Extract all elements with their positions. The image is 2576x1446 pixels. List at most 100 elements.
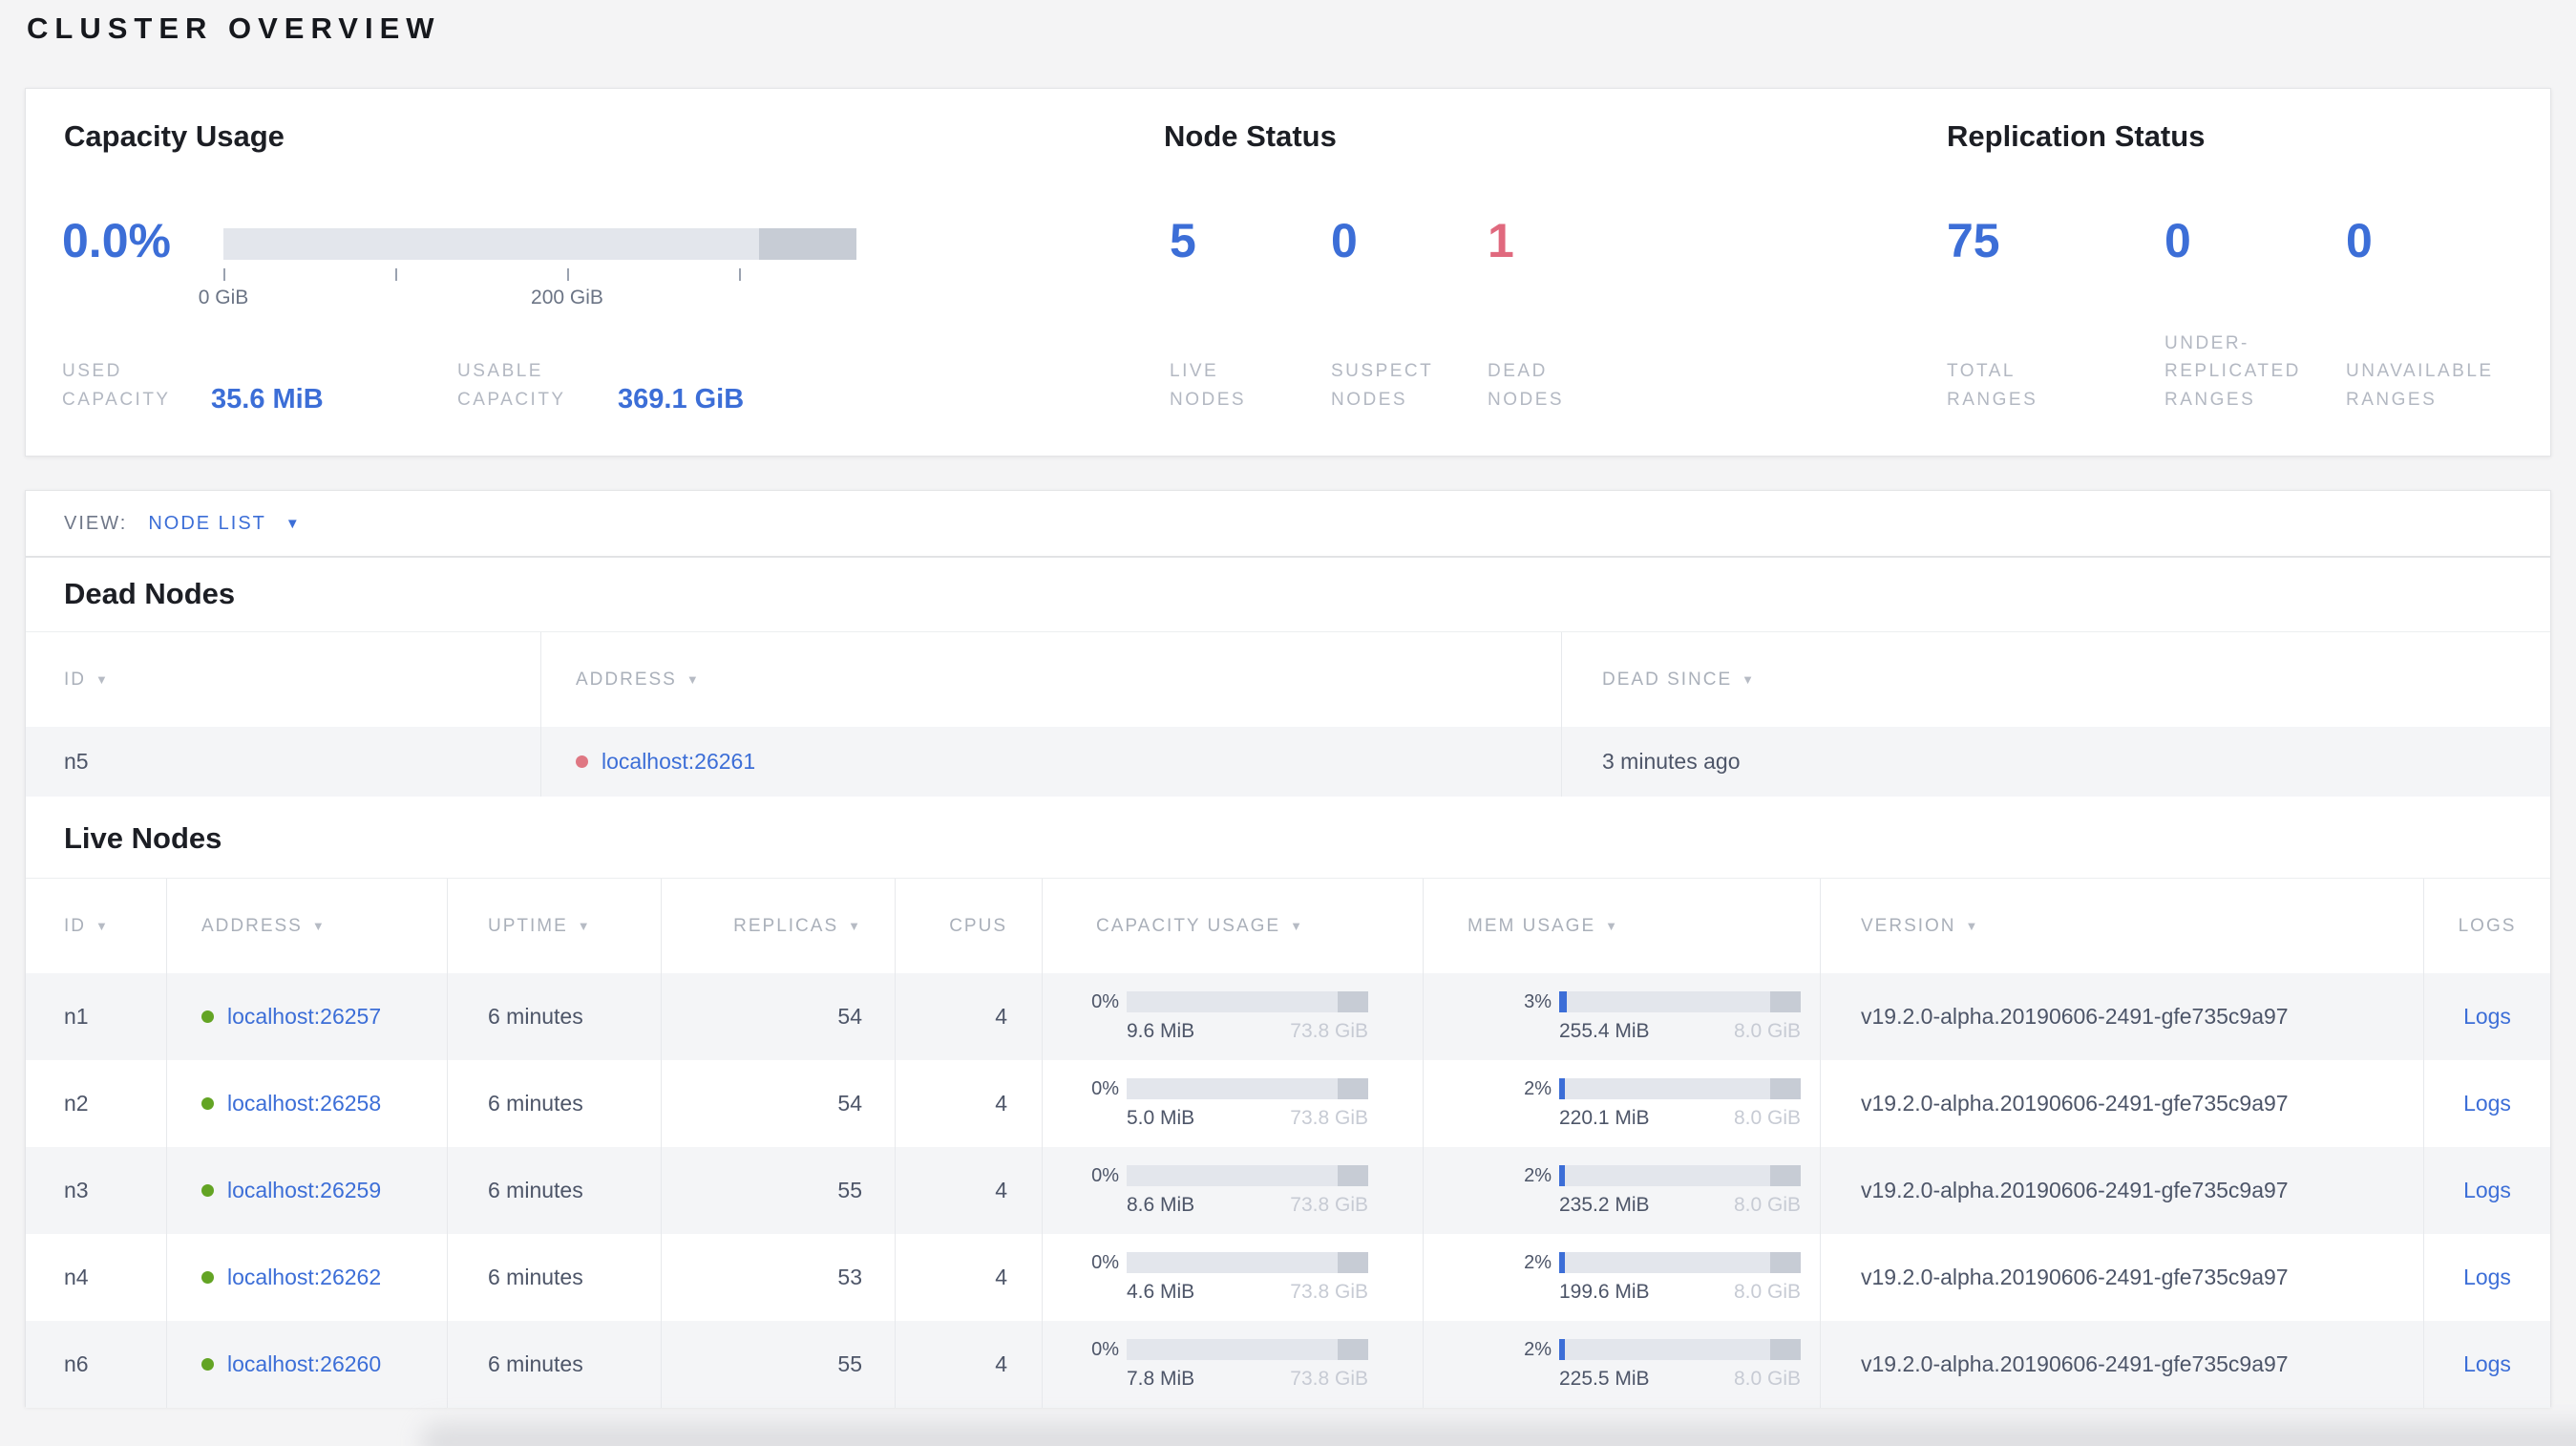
sort-arrow-icon: ▼ (95, 672, 110, 687)
dead-node-address-link[interactable]: localhost:26261 (602, 749, 756, 774)
live-col-version[interactable]: VERSION ▼ (1821, 879, 2424, 973)
live-node-row: n6 localhost:26260 6 minutes 55 4 0% 7.8… (26, 1321, 2550, 1408)
logs-link[interactable]: Logs (2463, 1091, 2511, 1116)
node-capacity-usage: 0% 7.8 MiB 73.8 GiB (1043, 1321, 1424, 1408)
node-address-link[interactable]: localhost:26260 (227, 1351, 382, 1376)
dead-node-id: n5 (26, 727, 541, 797)
view-label: VIEW: (64, 512, 128, 534)
capacity-total-value: 73.8 GiB (1290, 1367, 1368, 1390)
under-replicated-count: 0 (2164, 214, 2191, 267)
capacity-bar-reserved (1338, 991, 1368, 1012)
live-status-dot-icon (201, 1184, 214, 1197)
usable-capacity-value: 369.1 GiB (618, 384, 745, 415)
capacity-bar-reserved (1338, 1165, 1368, 1186)
node-address-cell: localhost:26262 (167, 1234, 448, 1321)
node-mem-usage: 3% 255.4 MiB 8.0 GiB (1424, 973, 1821, 1060)
usable-capacity-stat: USABLE CAPACITY 369.1 GiB (457, 357, 745, 415)
view-bar: VIEW: NODE LIST ▼ (25, 490, 2551, 557)
node-address-link[interactable]: localhost:26259 (227, 1178, 382, 1202)
node-uptime: 6 minutes (448, 973, 662, 1060)
dead-nodes-header: ID ▼ ADDRESS ▼ DEAD SINCE ▼ (26, 631, 2550, 727)
dead-col-dead-since[interactable]: DEAD SINCE ▼ (1602, 669, 1757, 690)
node-address-link[interactable]: localhost:26262 (227, 1265, 382, 1289)
dead-status-dot-icon (576, 755, 588, 768)
mem-bar-fill (1559, 1252, 1566, 1273)
sort-arrow-icon: ▼ (1290, 919, 1304, 933)
dead-col-id[interactable]: ID ▼ (26, 632, 541, 727)
node-uptime: 6 minutes (448, 1147, 662, 1234)
live-col-mem-usage[interactable]: MEM USAGE ▼ (1424, 879, 1821, 973)
node-replicas: 55 (662, 1147, 896, 1234)
logs-link[interactable]: Logs (2463, 1004, 2511, 1029)
mem-bar-reserved (1770, 1165, 1801, 1186)
page-title: CLUSTER OVERVIEW (27, 11, 441, 45)
total-ranges-count: 75 (1947, 214, 2000, 267)
node-version: v19.2.0-alpha.20190606-2491-gfe735c9a97 (1821, 973, 2424, 1060)
live-col-uptime[interactable]: UPTIME ▼ (448, 879, 662, 973)
mem-bar (1559, 1252, 1801, 1273)
dead-col-address[interactable]: ADDRESS ▼ (541, 632, 1562, 727)
live-col-id[interactable]: ID ▼ (26, 879, 167, 973)
view-dropdown-value[interactable]: NODE LIST (148, 512, 266, 534)
capacity-bar-reserved (1338, 1078, 1368, 1099)
mem-percent: 2% (1524, 1164, 1552, 1186)
capacity-used-value: 8.6 MiB (1127, 1193, 1195, 1216)
node-cpus: 4 (896, 1321, 1043, 1408)
capacity-gauge-track (223, 228, 856, 260)
node-version: v19.2.0-alpha.20190606-2491-gfe735c9a97 (1821, 1060, 2424, 1147)
node-status-title: Node Status (1164, 119, 1337, 153)
mem-bar (1559, 1165, 1801, 1186)
capacity-usage-title: Capacity Usage (64, 119, 285, 153)
node-address-cell: localhost:26260 (167, 1321, 448, 1408)
node-version: v19.2.0-alpha.20190606-2491-gfe735c9a97 (1821, 1321, 2424, 1408)
mem-total-value: 8.0 GiB (1733, 1019, 1801, 1042)
capacity-bar (1127, 1252, 1368, 1273)
mem-percent: 2% (1524, 1251, 1552, 1273)
live-nodes-header: ID ▼ ADDRESS ▼ UPTIME ▼ REPLICAS ▼ CPUS CAPA… (26, 878, 2550, 973)
gauge-tick-label-0: 0 GiB (198, 287, 249, 308)
node-address-link[interactable]: localhost:26258 (227, 1091, 382, 1116)
node-uptime: 6 minutes (448, 1321, 662, 1408)
live-node-row: n4 localhost:26262 6 minutes 53 4 0% 4.6… (26, 1234, 2550, 1321)
live-status-dot-icon (201, 1097, 214, 1110)
node-mem-usage: 2% 199.6 MiB 8.0 GiB (1424, 1234, 1821, 1321)
logs-link[interactable]: Logs (2463, 1265, 2511, 1289)
dead-nodes-label: DEAD NODES (1488, 361, 1565, 410)
node-address-cell: localhost:26257 (167, 973, 448, 1060)
nodes-table-card: Dead Nodes ID ▼ ADDRESS ▼ DEAD SINCE ▼ n5 l… (25, 557, 2551, 1408)
live-col-replicas[interactable]: REPLICAS ▼ (662, 879, 896, 973)
node-logs-cell: Logs (2424, 1147, 2550, 1234)
logs-link[interactable]: Logs (2463, 1178, 2511, 1202)
mem-used-value: 220.1 MiB (1559, 1106, 1650, 1129)
used-capacity-value: 35.6 MiB (211, 384, 324, 415)
node-id: n2 (26, 1060, 167, 1147)
replication-status-title: Replication Status (1947, 119, 2206, 153)
mem-bar-reserved (1770, 1252, 1801, 1273)
live-nodes-heading: Live Nodes (64, 821, 222, 855)
live-col-address[interactable]: ADDRESS ▼ (167, 879, 448, 973)
capacity-total-value: 73.8 GiB (1290, 1280, 1368, 1303)
node-address-link[interactable]: localhost:26257 (227, 1004, 382, 1029)
chevron-down-icon: ▼ (285, 515, 300, 532)
live-col-cpus[interactable]: CPUS (896, 879, 1043, 973)
node-address-cell: localhost:26259 (167, 1147, 448, 1234)
view-dropdown[interactable]: NODE LIST ▼ (148, 513, 299, 535)
mem-used-value: 235.2 MiB (1559, 1193, 1650, 1216)
mem-total-value: 8.0 GiB (1733, 1367, 1801, 1390)
node-logs-cell: Logs (2424, 1234, 2550, 1321)
mem-total-value: 8.0 GiB (1733, 1280, 1801, 1303)
suspect-nodes-label: SUSPECT NODES (1331, 361, 1433, 410)
capacity-total-value: 73.8 GiB (1290, 1106, 1368, 1129)
node-capacity-usage: 0% 8.6 MiB 73.8 GiB (1043, 1147, 1424, 1234)
mem-percent: 2% (1524, 1077, 1552, 1099)
live-col-capacity-usage[interactable]: CAPACITY USAGE ▼ (1043, 879, 1424, 973)
mem-bar-reserved (1770, 991, 1801, 1012)
node-cpus: 4 (896, 1147, 1043, 1234)
gauge-tick-label-200: 200 GiB (531, 287, 603, 308)
node-logs-cell: Logs (2424, 1060, 2550, 1147)
logs-link[interactable]: Logs (2463, 1351, 2511, 1376)
node-mem-usage: 2% 220.1 MiB 8.0 GiB (1424, 1060, 1821, 1147)
live-node-row: n1 localhost:26257 6 minutes 54 4 0% 9.6… (26, 973, 2550, 1060)
suspect-nodes-count: 0 (1331, 214, 1358, 267)
